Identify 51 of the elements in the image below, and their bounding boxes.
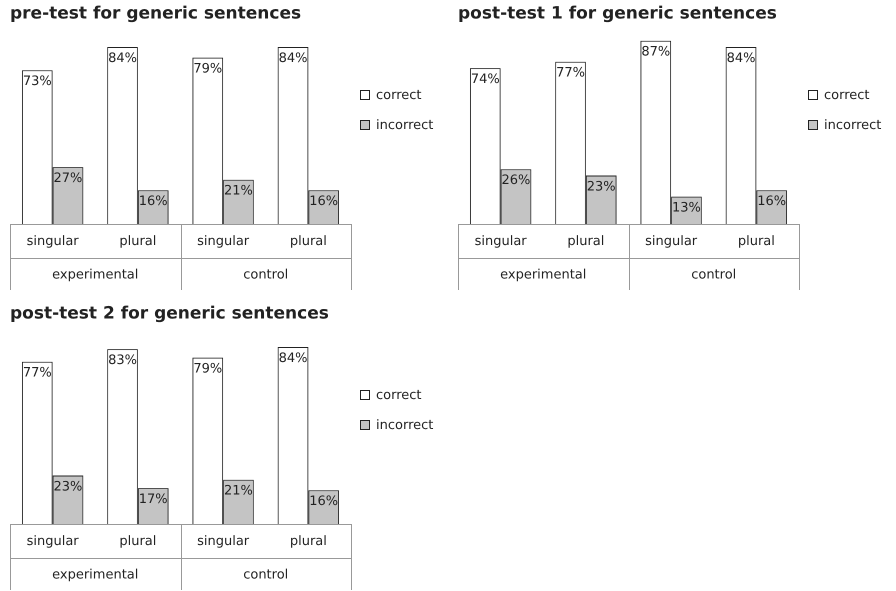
data-label: 16% xyxy=(138,194,168,210)
x-tick-label: singular xyxy=(26,234,80,250)
data-label: 84% xyxy=(278,350,308,366)
x-tick-label: singular xyxy=(474,234,528,250)
text: control xyxy=(243,567,288,582)
data-label: 84% xyxy=(726,50,756,66)
text: experimental xyxy=(52,567,138,582)
data-label: 16% xyxy=(309,494,338,510)
data-label: 17% xyxy=(138,492,168,508)
text: control xyxy=(691,267,736,282)
chart-title: post-test 1 for generic sentences xyxy=(458,4,777,24)
data-label: 84% xyxy=(278,50,308,66)
text: experimental xyxy=(52,267,138,282)
legend-label: incorrect xyxy=(824,118,882,132)
x-tick-label: plural xyxy=(119,234,156,250)
text: control xyxy=(243,267,288,282)
data-label: 21% xyxy=(224,184,253,199)
data-label: 84% xyxy=(108,50,137,66)
x-tick-label: plural xyxy=(119,534,156,550)
data-label: 26% xyxy=(502,173,530,188)
data-label: 83% xyxy=(108,353,137,368)
text: experimental xyxy=(500,267,586,282)
data-label: 87% xyxy=(641,44,670,60)
data-label: 74% xyxy=(470,72,500,87)
x-tick-label: singular xyxy=(645,234,698,250)
legend-label: incorrect xyxy=(376,418,434,432)
data-label: 79% xyxy=(193,361,222,376)
chart-title: pre-test for generic sentences xyxy=(10,4,302,24)
x-tick-label: plural xyxy=(290,234,327,250)
x-tick-label: singular xyxy=(197,234,250,250)
x-tick-label: plural xyxy=(290,534,327,550)
legend-label: incorrect xyxy=(376,118,434,132)
text: correct xyxy=(376,88,422,102)
data-label: 77% xyxy=(556,66,585,81)
data-label: 23% xyxy=(54,479,82,494)
x-tick-label: plural xyxy=(738,234,775,250)
text: correct xyxy=(376,388,422,402)
x-tick-label: singular xyxy=(26,534,80,550)
text: correct xyxy=(824,88,870,102)
data-label: 16% xyxy=(309,194,338,210)
data-label: 79% xyxy=(193,61,222,76)
data-label: 77% xyxy=(22,366,52,381)
data-label: 16% xyxy=(757,194,786,210)
data-label: 27% xyxy=(54,170,82,186)
data-label: 21% xyxy=(224,484,253,499)
data-label: 23% xyxy=(586,179,616,194)
data-label: 73% xyxy=(22,74,52,90)
data-label: 13% xyxy=(672,200,701,216)
x-tick-label: singular xyxy=(197,534,250,550)
x-tick-label: plural xyxy=(567,234,604,250)
chart-title: post-test 2 for generic sentences xyxy=(10,304,329,324)
